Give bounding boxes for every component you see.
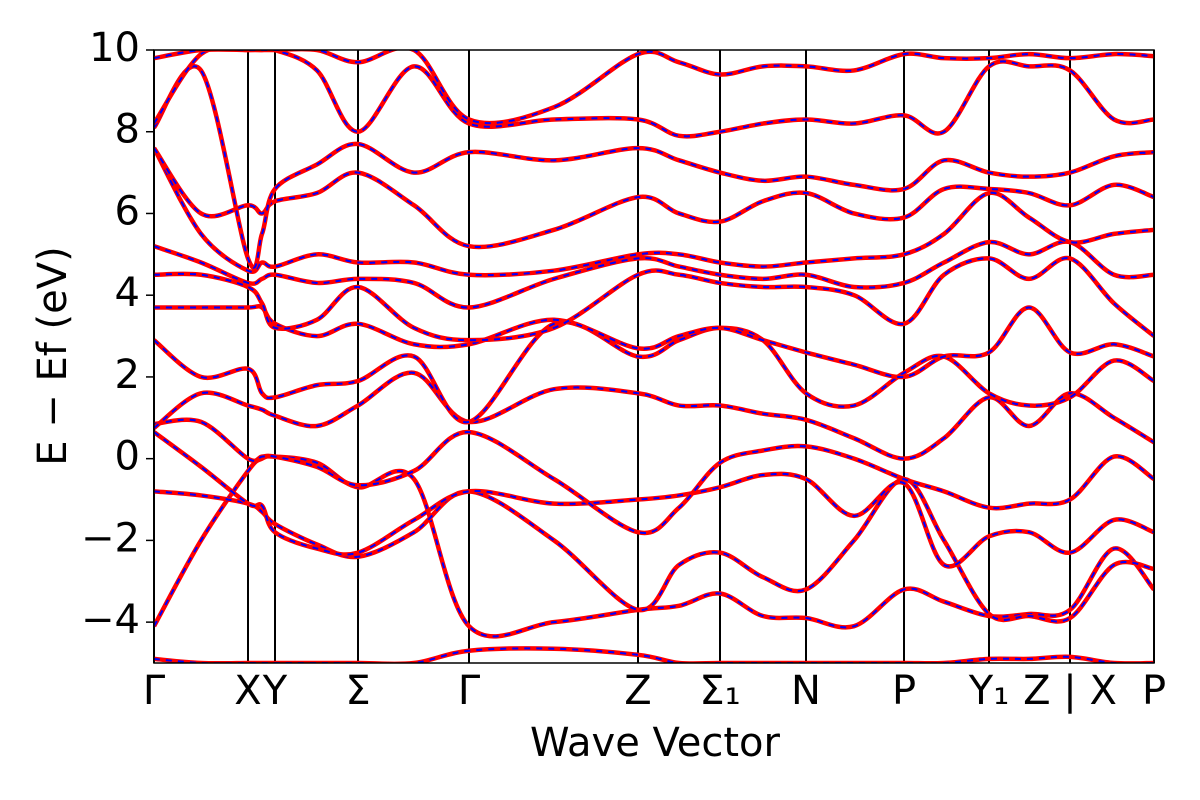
y-tick-label: 8 <box>115 107 140 153</box>
y-tick-label: 4 <box>115 270 140 316</box>
bands <box>154 50 1154 663</box>
x-tick-label: P <box>892 668 916 714</box>
x-tick-label: Z | X <box>1023 668 1117 714</box>
x-tick-label: Y₁ <box>968 668 1009 714</box>
x-tick-label: Σ <box>345 668 370 714</box>
band-line <box>154 370 1154 461</box>
x-tick-label: X <box>234 668 261 714</box>
band-line <box>154 64 1154 270</box>
band-line-dashed <box>154 431 1154 568</box>
y-axis-label: E − Ef (eV) <box>30 246 76 465</box>
band-line <box>154 255 1154 343</box>
y-tick-label: −4 <box>81 597 140 643</box>
y-tick-label: 10 <box>89 25 140 71</box>
band-line-dashed <box>154 371 1154 460</box>
band-line <box>154 304 1154 380</box>
y-tick-label: −2 <box>81 515 140 561</box>
plot-frame <box>153 49 1155 664</box>
x-tick-label: Y <box>262 668 288 714</box>
x-axis-label: Wave Vector <box>530 720 781 766</box>
band-line-dashed <box>154 418 1154 535</box>
band-line-dashed <box>154 321 1154 423</box>
band-line-dashed <box>154 50 1154 138</box>
y-tick-label: 0 <box>115 434 140 480</box>
band-line-dashed <box>154 240 1154 309</box>
x-tick-label: Γ <box>458 668 481 714</box>
x-tick-label: N <box>791 668 821 714</box>
band-line-dashed <box>154 147 1154 277</box>
band-line <box>154 417 1154 536</box>
band-line <box>154 646 1154 663</box>
x-tick-label: P <box>1142 668 1166 714</box>
y-tick-label: 6 <box>115 188 140 234</box>
band-line-dashed <box>154 305 1154 378</box>
band-line-dashed <box>154 65 1154 269</box>
y-tick-label: 2 <box>115 352 140 398</box>
band-line <box>154 50 1154 126</box>
x-tick-label: Z <box>624 668 651 714</box>
band-line-dashed <box>154 478 1154 623</box>
x-tick-label: Γ <box>143 668 166 714</box>
x-tick-label: Σ₁ <box>699 668 740 714</box>
